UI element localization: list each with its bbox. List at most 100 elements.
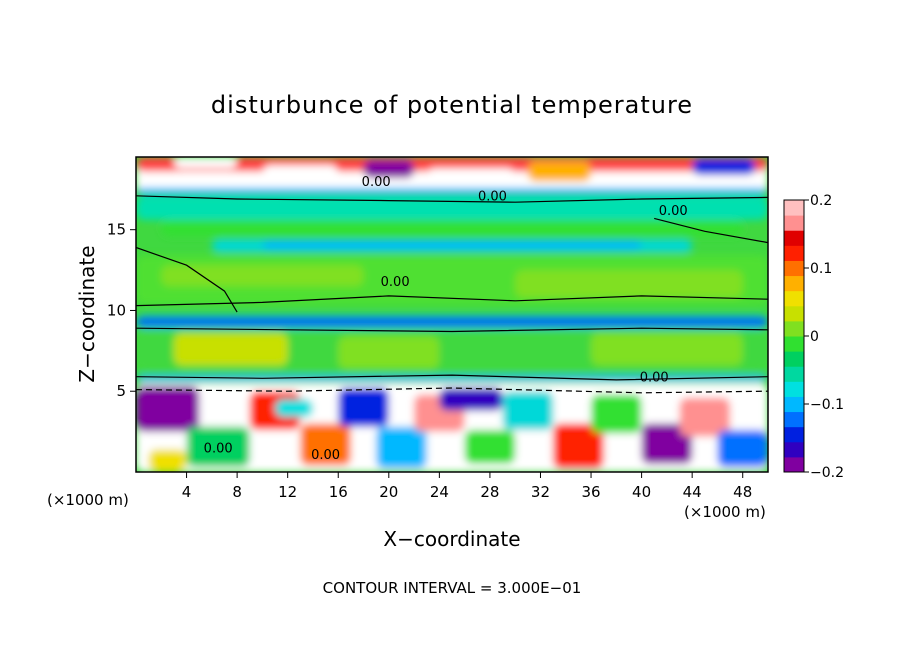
contour-label: 0.00 (659, 204, 688, 219)
plot-frame (135, 156, 769, 473)
x-tick-label: 4 (182, 483, 192, 501)
colorbar-tick-label: −0.2 (810, 465, 844, 481)
colorbar-swatch (784, 305, 804, 322)
contour-label: 0.00 (204, 442, 233, 457)
field-patch (439, 388, 503, 411)
colorbar-ticks: 0.2 0.1 0 −0.1 −0.2 (804, 193, 844, 481)
colorbar-swatch (784, 456, 804, 473)
contour-line (136, 246, 238, 313)
field-patch (148, 449, 187, 472)
contour-line (136, 374, 768, 381)
field-patch (161, 265, 364, 287)
field-patch (641, 423, 693, 464)
field-patch (136, 318, 768, 325)
field-patch (502, 391, 554, 430)
colorbar-swatch (784, 441, 804, 458)
y-tick-label: 5 (116, 382, 126, 400)
colorbar-swatch (784, 336, 804, 352)
heat-field (136, 157, 768, 472)
field-patch (679, 397, 731, 437)
field-patch (338, 388, 389, 427)
field-patch (363, 160, 415, 178)
colorbar-swatch (784, 200, 804, 216)
colorbar-swatch (784, 260, 804, 277)
x-axis: 4 8 12 16 20 24 28 32 36 40 44 48 (182, 472, 752, 501)
colorbar-tick-label: 0.2 (810, 193, 832, 209)
field-patch (338, 336, 440, 369)
colorbar-swatch (784, 351, 804, 367)
contour-line (654, 217, 768, 244)
field-patch (173, 333, 288, 366)
x-tick-label: 24 (430, 483, 449, 501)
contour-labels: 0.00 0.00 0.00 0.00 0.00 0.00 0.00 (204, 175, 688, 463)
x-tick-label: 12 (278, 483, 297, 501)
colorbar-swatch (784, 290, 804, 307)
field-patch (591, 333, 743, 366)
colorbar-swatch (784, 320, 804, 337)
y-axis: 5 10 15 (107, 221, 136, 400)
colorbar-swatch (784, 396, 804, 413)
contour-label: 0.00 (640, 371, 669, 386)
contour-label: 0.00 (311, 448, 340, 463)
field-patch (136, 195, 768, 220)
x-tick-label: 8 (232, 483, 242, 501)
field-patch (136, 386, 200, 432)
colorbar-swatch (784, 381, 804, 397)
field-patch (527, 161, 592, 182)
contour-label: 0.00 (478, 190, 507, 205)
colorbar-swatch (784, 215, 804, 231)
field-patch (300, 423, 351, 466)
x-axis-label: X−coordinate (383, 527, 520, 551)
y-tick-label: 10 (107, 301, 126, 319)
contour-lines (136, 195, 768, 394)
x-unit-right: (×1000 m) (684, 503, 766, 521)
field-patch (464, 430, 516, 464)
colorbar-swatch (784, 411, 804, 428)
contour-label: 0.00 (381, 275, 410, 290)
field-patch (161, 220, 743, 237)
field-patch (262, 241, 642, 250)
x-tick-label: 40 (632, 483, 651, 501)
x-tick-label: 32 (531, 483, 550, 501)
colorbar-swatch (784, 366, 804, 382)
contour-line (136, 295, 768, 307)
x-tick-label: 16 (329, 483, 348, 501)
contour-line (136, 195, 768, 203)
field-patch (186, 426, 250, 468)
field-patch (515, 270, 743, 298)
x-tick-label: 20 (379, 483, 398, 501)
colorbar-swatch (784, 245, 804, 261)
colorbar (784, 200, 804, 473)
colorbar-swatch (784, 275, 804, 292)
y-tick-label: 15 (107, 221, 126, 239)
x-tick-label: 36 (581, 483, 600, 501)
colorbar-swatch (784, 230, 804, 246)
x-tick-label: 48 (733, 483, 752, 501)
field-patch (717, 430, 768, 468)
y-axis-label: Z−coordinate (75, 245, 99, 382)
field-patch (173, 157, 238, 169)
colorbar-tick-label: 0.1 (810, 261, 832, 277)
contour-line (136, 387, 768, 394)
field-patch (603, 173, 667, 188)
field-patch (591, 394, 642, 434)
colorbar-tick-label: −0.1 (810, 397, 844, 413)
plot-area (136, 157, 768, 472)
contour-line (136, 327, 768, 333)
field-patch (275, 399, 313, 418)
x-tick-label: 44 (683, 483, 702, 501)
chart-title: disturbunce of potential temperature (211, 91, 693, 119)
field-patch (426, 168, 516, 185)
field-patch (692, 158, 756, 175)
contour-label: 0.00 (362, 175, 391, 190)
x-tick-label: 28 (480, 483, 499, 501)
contour-interval-note: CONTOUR INTERVAL = 3.000E−01 (323, 579, 582, 597)
field-patch (553, 423, 604, 469)
field-patch (136, 187, 768, 195)
x-unit-left: (×1000 m) (47, 491, 129, 509)
colorbar-swatch (784, 426, 804, 443)
colorbar-tick-label: 0 (810, 329, 819, 345)
field-patch (376, 426, 427, 469)
field-patch (262, 165, 339, 185)
